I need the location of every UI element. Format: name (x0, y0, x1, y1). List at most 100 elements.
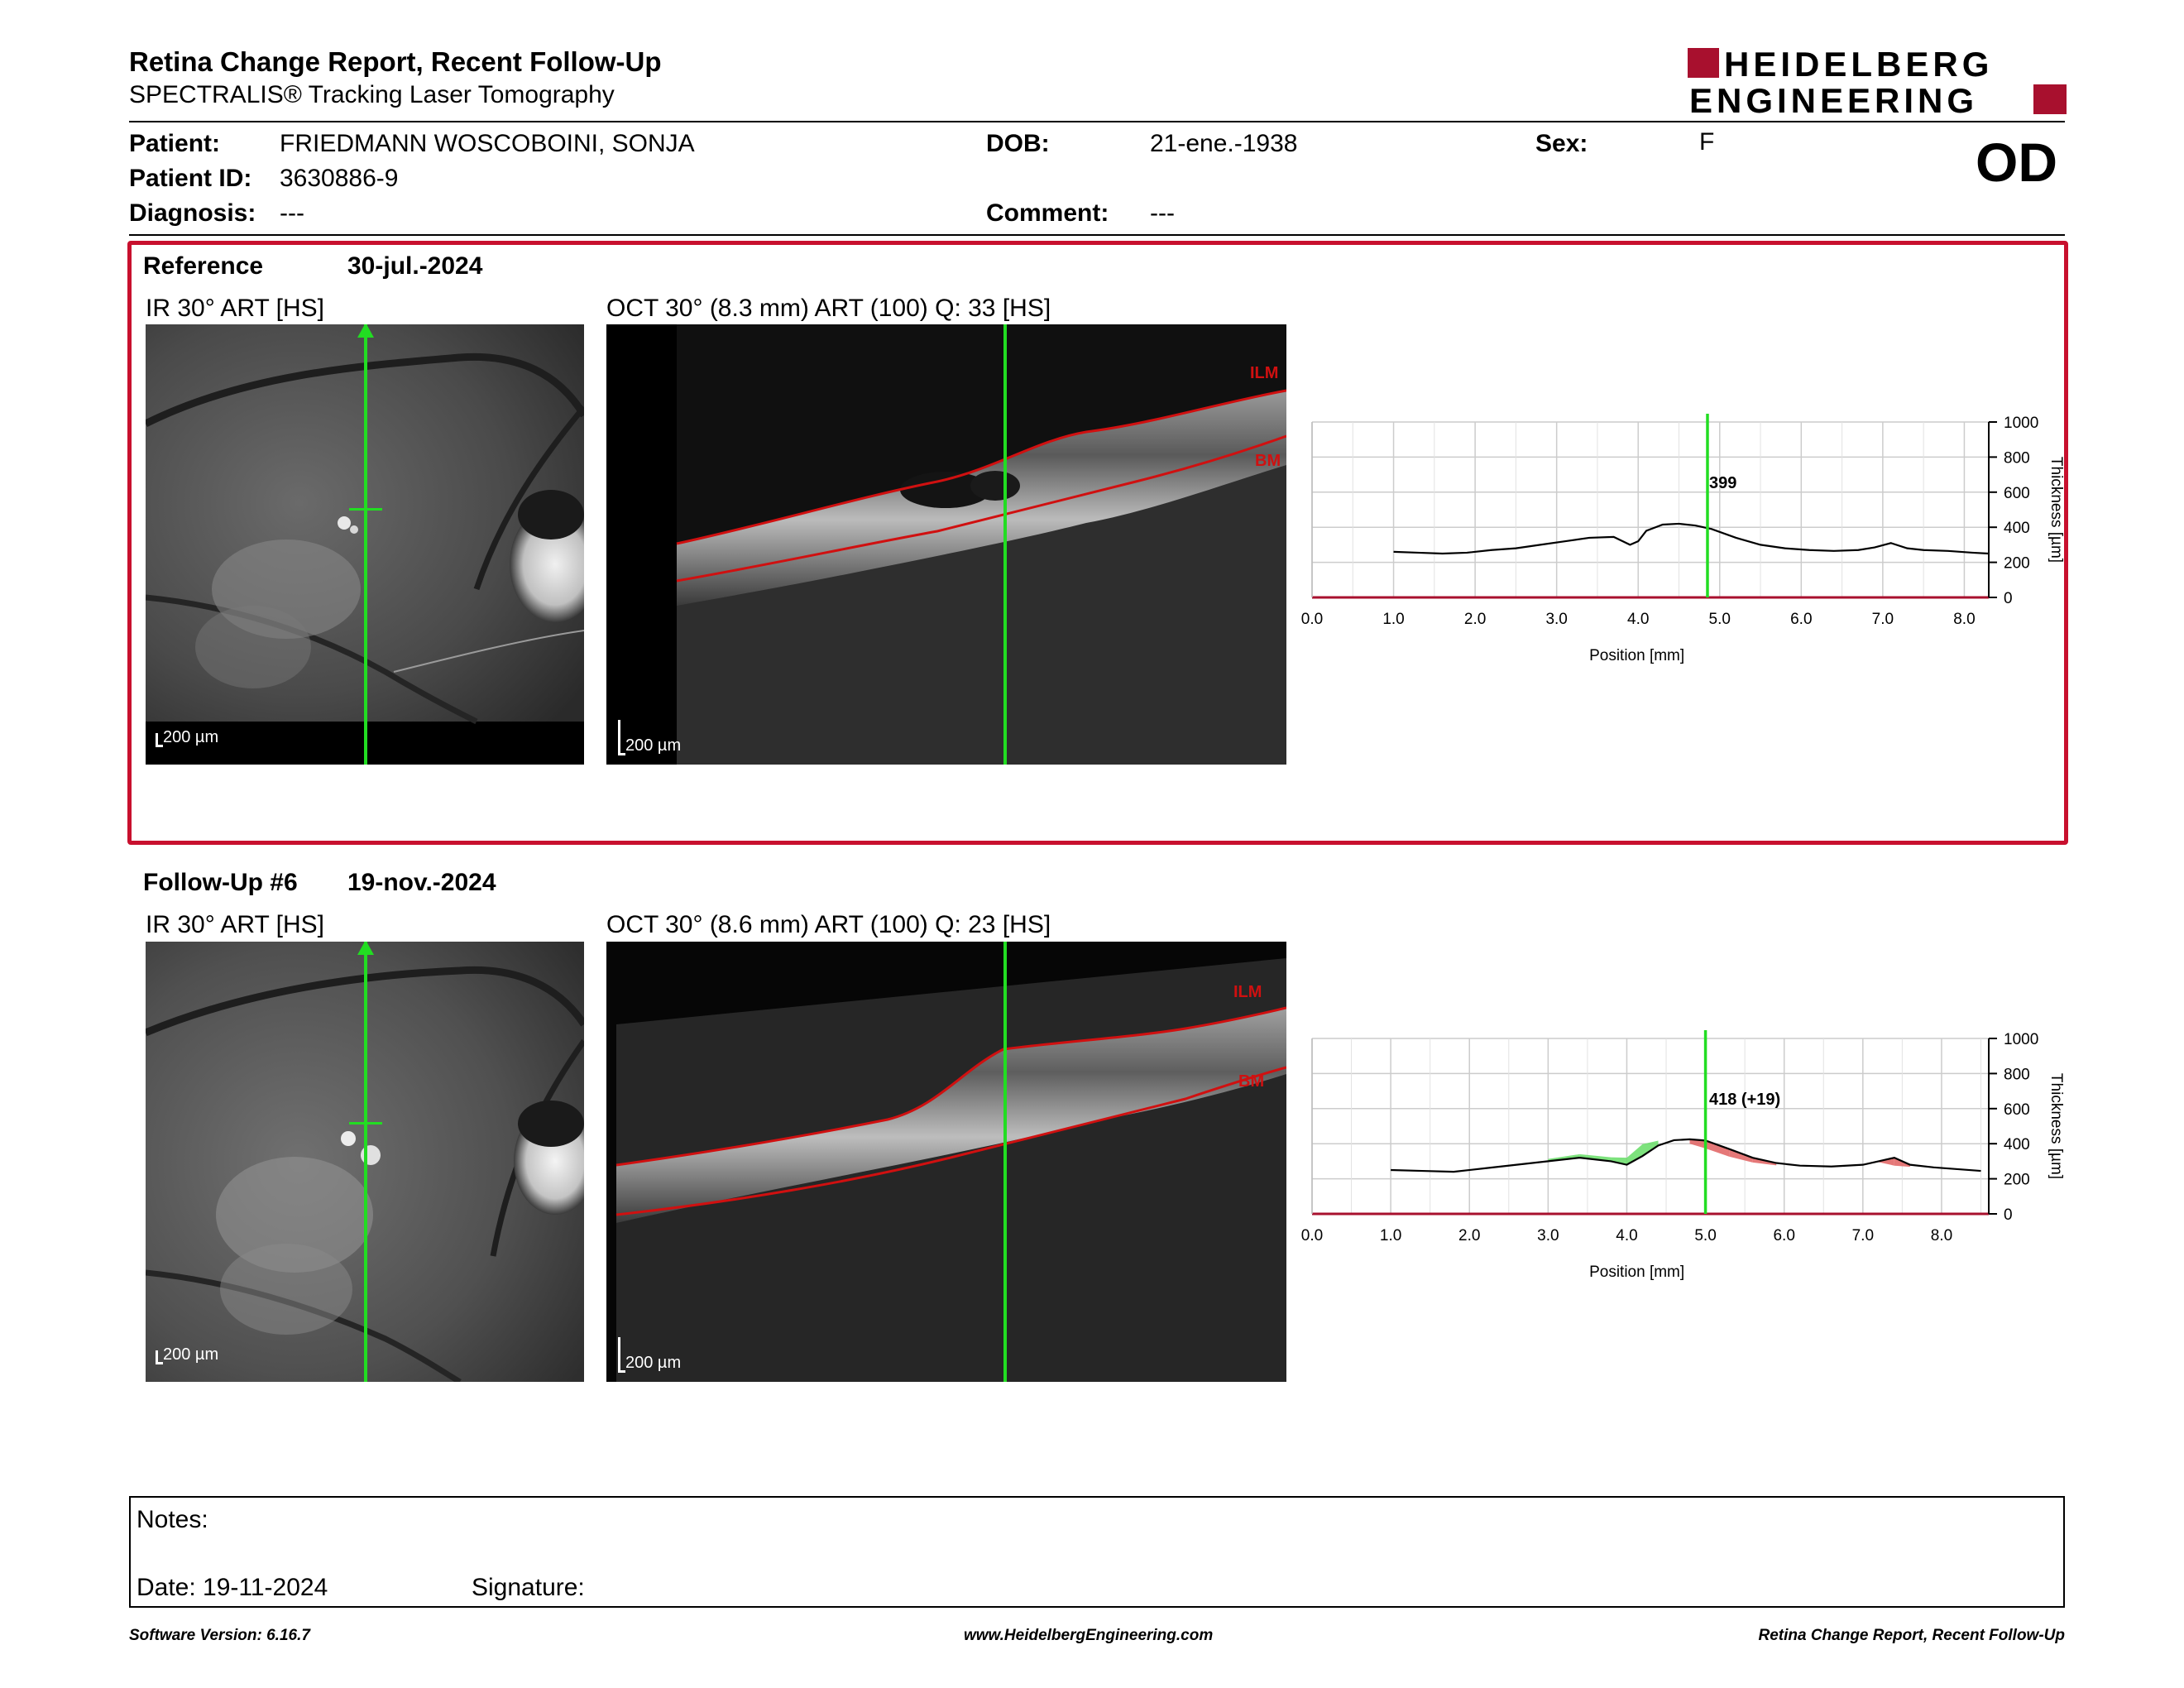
thickness-line (1391, 1138, 1981, 1173)
x-tick-label: 8.0 (1953, 611, 1975, 628)
change-area (1611, 1157, 1627, 1165)
x-tick-label: 8.0 (1931, 1227, 1952, 1244)
comment-value: --- (1150, 199, 1175, 227)
followup-ir-caption: IR 30° ART [HS] (146, 911, 324, 938)
bm-label: BM (1238, 1072, 1265, 1091)
scan-direction-arrow-icon (357, 324, 374, 338)
oct-scale-label: 200 µm (625, 1354, 682, 1372)
reference-oct-caption: OCT 30° (8.3 mm) ART (100) Q: 33 [HS] (606, 295, 1051, 322)
y-tick-label: 200 (2004, 1172, 2030, 1189)
brand-line1: HEIDELBERG (1724, 45, 1993, 84)
diagnosis-value: --- (280, 199, 304, 227)
x-axis-label: Position [mm] (1589, 647, 1684, 664)
x-tick-label: 5.0 (1709, 611, 1731, 628)
y-tick-label: 400 (2004, 1136, 2030, 1153)
oct-bscan-graphic (606, 324, 1286, 765)
y-axis-label: Thickness [µm] (2048, 457, 2065, 563)
thickness-line (1393, 522, 1990, 555)
reference-label: Reference (143, 252, 264, 280)
y-tick-label: 400 (2004, 520, 2030, 537)
followup-oct-caption: OCT 30° (8.6 mm) ART (100) Q: 23 [HS] (606, 911, 1051, 938)
signature-field[interactable]: Signature: (472, 1574, 585, 1601)
bm-label: BM (1255, 452, 1281, 470)
y-tick-label: 1000 (2004, 415, 2038, 432)
followup-thickness-chart[interactable]: 0.0 1.0 2.0 3.0 4.0 5.0 6.0 7.0 8.0 0 200 400 600 800… (1299, 1022, 2076, 1295)
x-tick-label: 7.0 (1852, 1227, 1874, 1244)
change-area (1705, 1140, 1730, 1157)
scan-position-line[interactable] (1003, 324, 1007, 765)
reference-date: 30-jul.-2024 (347, 252, 483, 280)
ir-scale-label: 200 µm (163, 1345, 219, 1364)
x-tick-label: 7.0 (1872, 611, 1894, 628)
followup-date: 19-nov.-2024 (347, 869, 496, 896)
x-tick-label: 0.0 (1301, 1227, 1323, 1244)
diagnosis-label: Diagnosis: (129, 199, 256, 227)
y-tick-label: 800 (2004, 1066, 2030, 1083)
logo-graphic: HEIDELBERG ENGINEERING (1688, 45, 2067, 120)
y-tick-label: 0 (2004, 1206, 2013, 1224)
x-axis-label: Position [mm] (1589, 1264, 1684, 1281)
followup-ir-image[interactable]: 200 µm (146, 942, 584, 1382)
y-axis-label: Thickness [µm] (2048, 1073, 2065, 1179)
sex-label: Sex: (1535, 130, 1588, 157)
change-area (1729, 1149, 1753, 1163)
followup-label: Follow-Up #6 (143, 869, 298, 896)
scan-line[interactable] (364, 942, 367, 1382)
x-tick-label: 4.0 (1627, 611, 1649, 628)
report-subtitle: SPECTRALIS® Tracking Laser Tomography (129, 81, 615, 108)
report-title: Retina Change Report, Recent Follow-Up (129, 46, 662, 77)
ilm-label: ILM (1250, 364, 1279, 382)
change-area (1878, 1158, 1894, 1166)
y-tick-label: 600 (2004, 485, 2030, 502)
footer-report-name: Retina Change Report, Recent Follow-Up (1758, 1627, 2065, 1644)
oct-scale-label: 200 µm (625, 736, 682, 755)
reference-ir-caption: IR 30° ART [HS] (146, 295, 324, 322)
ilm-label: ILM (1233, 983, 1262, 1001)
y-tick-label: 200 (2004, 555, 2030, 573)
x-tick-label: 4.0 (1616, 1227, 1637, 1244)
reference-frame (127, 241, 2068, 845)
header-divider (129, 121, 2065, 122)
date-field: Date: 19-11-2024 (136, 1574, 328, 1601)
sex-value: F (1699, 128, 1715, 156)
ir-scale-bar: 200 µm (156, 1345, 218, 1364)
change-area (1689, 1139, 1706, 1149)
ir-scale-label: 200 µm (163, 728, 219, 746)
change-area (1626, 1144, 1643, 1165)
y-tick-label: 600 (2004, 1101, 2030, 1119)
x-tick-label: 2.0 (1458, 1227, 1480, 1244)
patient-name: FRIEDMANN WOSCOBOINI, SONJA (280, 130, 695, 157)
scan-position-line[interactable] (1003, 942, 1007, 1382)
y-tick-label: 1000 (2004, 1031, 2038, 1048)
brand-line2: ENGINEERING (1689, 81, 1978, 117)
y-tick-label: 800 (2004, 449, 2030, 467)
crosshair-marker (349, 508, 382, 511)
patient-label: Patient: (129, 130, 221, 157)
website-link[interactable]: www.HeidelbergEngineering.com (964, 1627, 1214, 1644)
oct-bscan-graphic (606, 942, 1286, 1382)
x-tick-label: 3.0 (1537, 1227, 1559, 1244)
x-tick-label: 2.0 (1464, 611, 1486, 628)
reference-ir-image[interactable]: 200 µm (146, 324, 584, 765)
reference-cursor-value: 399 (1709, 474, 1737, 492)
change-area (1642, 1140, 1659, 1157)
x-tick-label: 1.0 (1382, 611, 1404, 628)
scan-direction-arrow-icon (357, 942, 374, 955)
x-tick-label: 0.0 (1301, 611, 1323, 628)
reference-thickness-chart[interactable]: 0.0 1.0 2.0 3.0 4.0 5.0 6.0 7.0 8.0 0 200 400 600 800… (1299, 405, 2076, 679)
y-tick-label: 0 (2004, 590, 2013, 607)
patient-id-label: Patient ID: (129, 165, 252, 192)
x-tick-label: 5.0 (1694, 1227, 1716, 1244)
crosshair-marker (349, 1122, 382, 1125)
scan-line[interactable] (364, 324, 367, 765)
notes-box[interactable]: Notes: Date: 19-11-2024 Signature: (129, 1496, 2065, 1608)
reference-oct-image[interactable]: ILM BM 200 µm (606, 324, 1286, 765)
patient-id: 3630886-9 (280, 165, 399, 192)
x-tick-label: 6.0 (1773, 1227, 1794, 1244)
ir-scale-bar: 200 µm (156, 728, 218, 747)
followup-oct-image[interactable]: ILM BM 200 µm (606, 942, 1286, 1382)
followup-cursor-value: 418 (+19) (1709, 1091, 1781, 1109)
patient-divider (129, 234, 2065, 236)
eye-indicator: OD (1976, 132, 2057, 193)
x-tick-label: 1.0 (1380, 1227, 1401, 1244)
